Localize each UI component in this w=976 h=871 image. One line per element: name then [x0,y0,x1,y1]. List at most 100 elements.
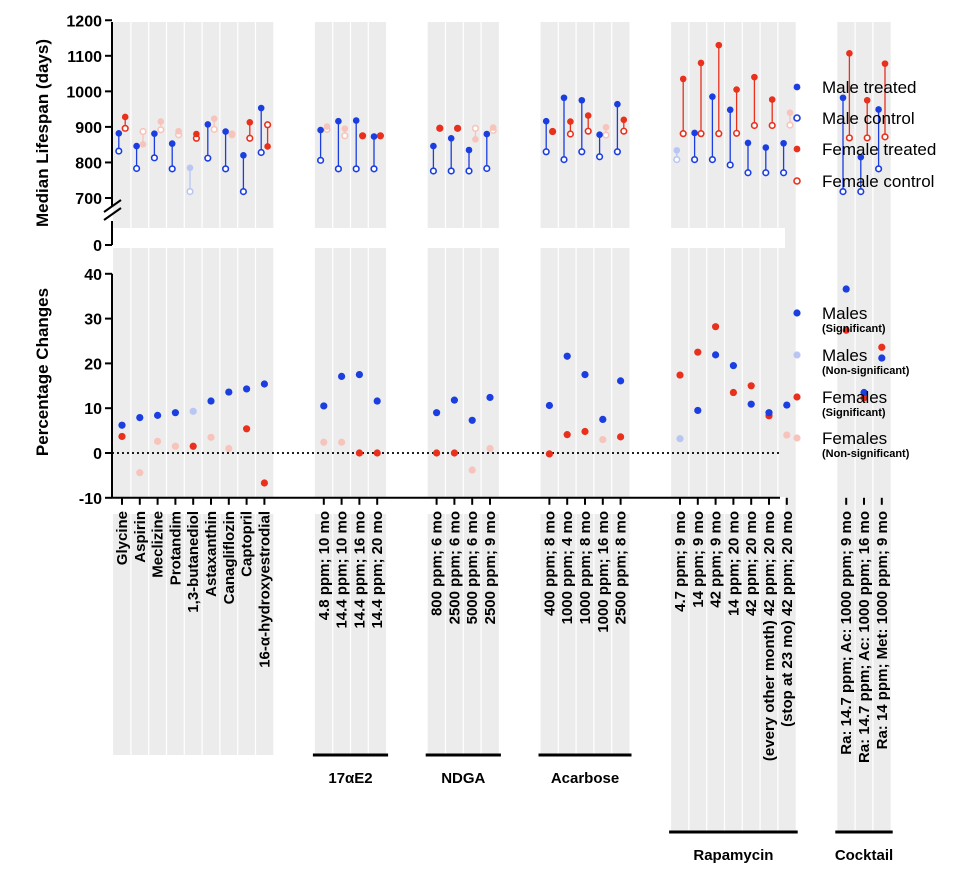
x-tick-label: (every other month) 42 ppm; 20 mo [761,511,778,761]
male-control-point [744,169,752,177]
female-control-point [246,134,254,142]
male-treated-point [151,130,158,137]
male-percent-point [712,351,720,359]
female-treated-point [715,41,723,49]
female-treated-point [733,86,740,93]
legend-label: Females [822,429,887,448]
male-percent-point [118,421,126,429]
female-treated-point [323,123,331,130]
male-treated-point [240,152,247,159]
male-control-point [352,165,360,173]
male-treated-point [317,126,324,134]
male-treated-point [352,117,360,124]
male-percent-point [338,372,346,380]
female-treated-point [697,59,705,67]
male-treated-point [222,128,229,135]
y-tick-label: 1200 [66,13,102,30]
x-tick-label: 4.7 ppm; 9 mo [672,511,689,612]
male-treated-point [839,94,847,102]
group-label: Rapamycin [693,847,773,864]
group-label: Acarbose [551,770,619,787]
male-percent-point [860,388,868,397]
female-control-point [584,127,592,135]
female-percent-point [563,431,571,439]
female-percent-point [355,449,363,457]
group-background [540,22,630,755]
legend-label: Males [822,304,867,323]
male-treated-point [133,142,140,150]
x-tick-label: 1000 ppm; 4 mo [559,511,576,624]
female-percent-point [617,433,625,441]
x-tick-label: (stop at 23 mo) 42 ppm; 20 mo [779,511,796,727]
axis-break-mark [103,207,122,221]
male-percent-point [189,407,197,415]
legends: Male treated Male control Female treated Fe… [793,78,936,460]
female-control-point [863,134,871,142]
female-control-point [121,124,129,132]
male-control-point [779,169,788,177]
female-percent-point [729,388,738,397]
female-treated-point [359,132,366,140]
x-tick-label: 42 ppm; 9 mo [708,511,725,608]
female-percent-point [783,431,791,439]
y-tick-label: 1000 [66,84,102,101]
male-control-point [483,164,491,173]
y-tick-label: 0 [93,446,102,463]
female-percent-point [207,433,215,441]
male-control-point [133,164,141,173]
female-percent-point [320,438,328,446]
female-control-point [732,129,741,137]
female-percent-point [243,425,251,433]
female-percent-point [581,427,589,436]
female-percent-point [486,444,494,453]
male-treated-point [596,131,603,139]
male-control-point [874,165,883,173]
group-background [671,22,796,832]
female-control-point [845,134,854,142]
x-tick-label: Meclizine [150,511,167,578]
data-marks [115,41,889,487]
y-tick-label: 30 [84,312,102,329]
y-tick-label: 700 [75,191,102,208]
x-tick-label: 1000 ppm; 8 mo [577,511,594,624]
female-treated-point [139,141,147,148]
male-treated-point [875,106,882,113]
female-control-point [697,130,705,138]
male-control-point [239,188,247,196]
male-treated-point [430,142,437,150]
male-treated-point [691,129,698,137]
male-percent-point [545,401,554,410]
female-percent-point [118,432,126,441]
female-percent-point [450,449,458,457]
male-treated-point [857,153,865,161]
x-tick-label: 5000 ppm; 6 mo [464,511,481,624]
female-percent-point [171,442,179,450]
male-control-point [257,148,265,157]
y-tick-label: 0 [93,238,102,255]
male-treated-point [744,139,752,147]
female-treated-point [264,143,271,150]
female-control-point [210,125,218,133]
male-treated-point [762,144,770,151]
male-treated-point [168,140,176,147]
x-tick-label: 4.8 ppm; 10 mo [316,511,333,620]
axes: 0 700 800 900 1000 1100 1200 -10 0 10 20 30 40 [66,13,883,508]
male-treated-point [780,139,787,147]
male-control-point [613,148,622,156]
female-treated-point [786,109,794,116]
x-tick-label: 2500 ppm; 8 mo [613,511,630,624]
male-control-point [595,153,604,161]
legend-marker [793,434,801,442]
male-percent-point [243,385,251,393]
legend-marker [793,145,801,153]
female-treated-point [454,125,461,132]
female-control-point [602,131,610,139]
panel-separator [105,228,785,248]
legend-sublabel: (Significant) [822,323,886,335]
male-control-point [673,156,681,164]
x-tick-label: 14.4 ppm; 16 mo [351,511,368,629]
legend-label: Male control [822,109,915,128]
x-tick-label: 1000 ppm; 16 mo [595,511,612,633]
female-treated-point [175,127,182,135]
